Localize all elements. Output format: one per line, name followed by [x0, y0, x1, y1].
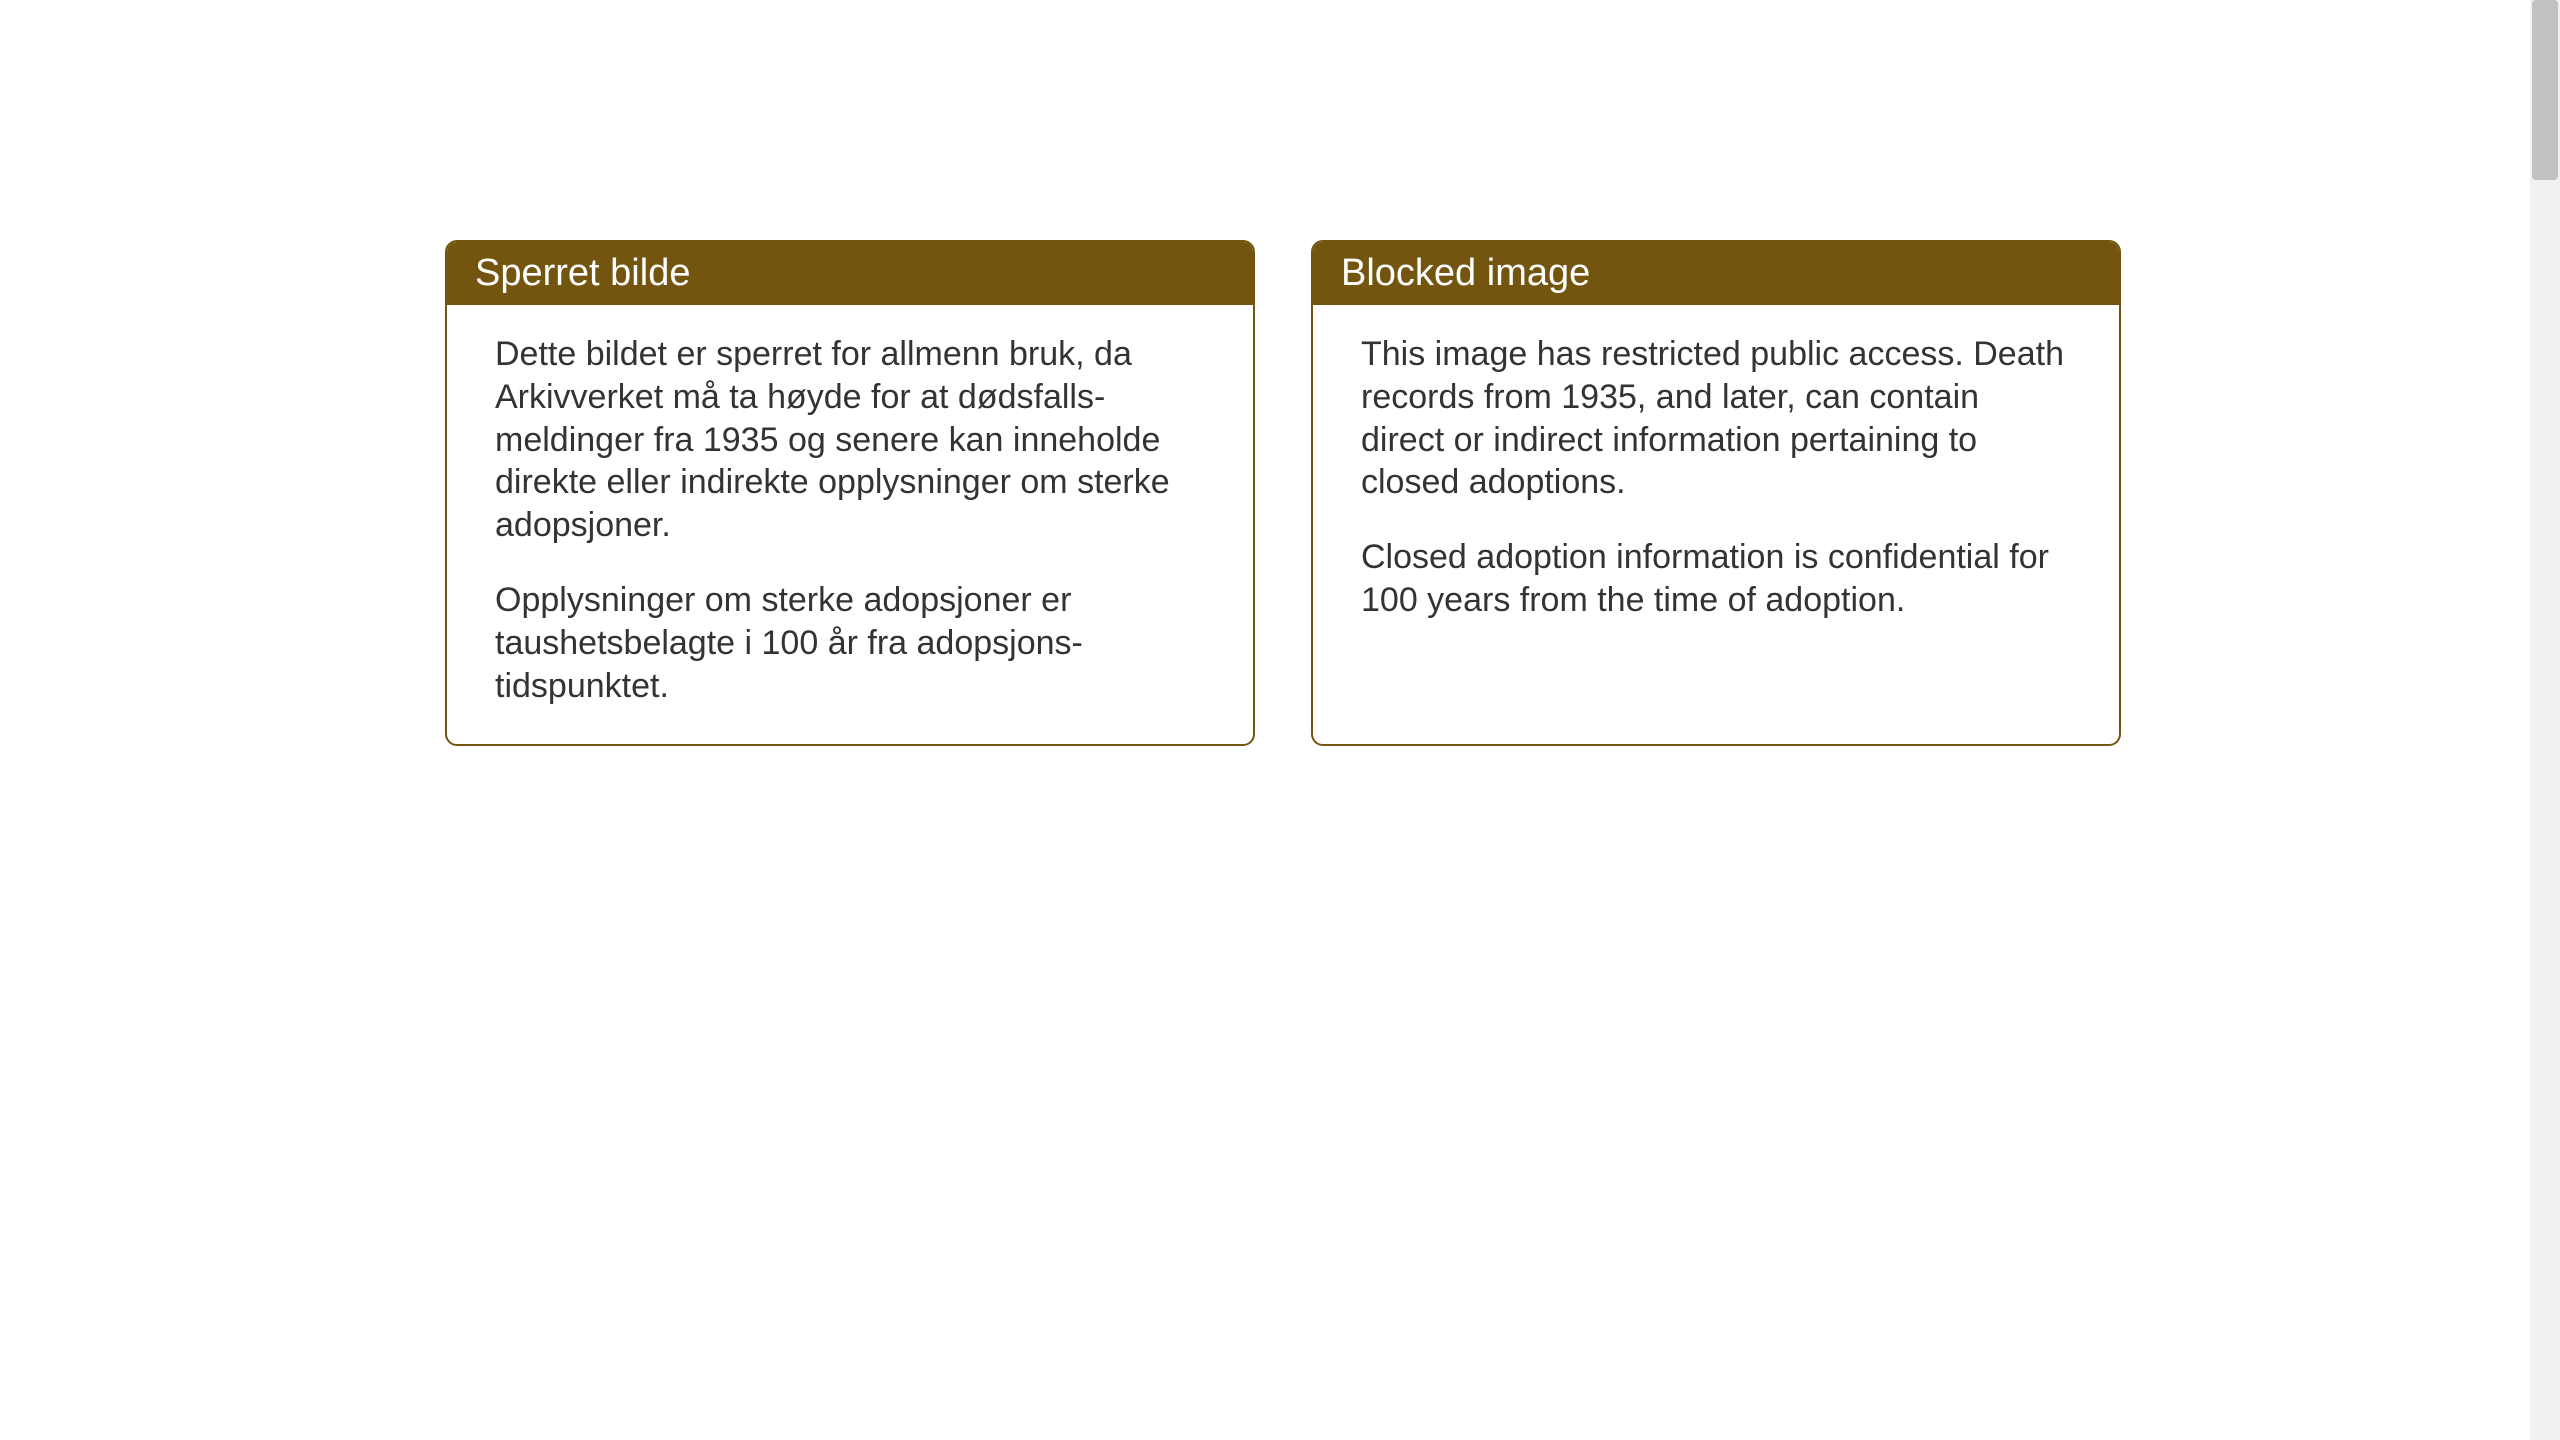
- notice-paragraph-2-english: Closed adoption information is confident…: [1361, 536, 2071, 622]
- notice-container: Sperret bilde Dette bildet er sperret fo…: [445, 240, 2121, 746]
- notice-body-english: This image has restricted public access.…: [1313, 305, 2119, 658]
- notice-paragraph-1-norwegian: Dette bildet er sperret for allmenn bruk…: [495, 333, 1205, 547]
- scrollbar-thumb[interactable]: [2532, 0, 2558, 180]
- notice-title-english: Blocked image: [1313, 242, 2119, 305]
- notice-box-english: Blocked image This image has restricted …: [1311, 240, 2121, 746]
- notice-box-norwegian: Sperret bilde Dette bildet er sperret fo…: [445, 240, 1255, 746]
- vertical-scrollbar[interactable]: [2530, 0, 2560, 1440]
- notice-title-norwegian: Sperret bilde: [447, 242, 1253, 305]
- notice-paragraph-1-english: This image has restricted public access.…: [1361, 333, 2071, 504]
- notice-paragraph-2-norwegian: Opplysninger om sterke adopsjoner er tau…: [495, 579, 1205, 707]
- notice-body-norwegian: Dette bildet er sperret for allmenn bruk…: [447, 305, 1253, 744]
